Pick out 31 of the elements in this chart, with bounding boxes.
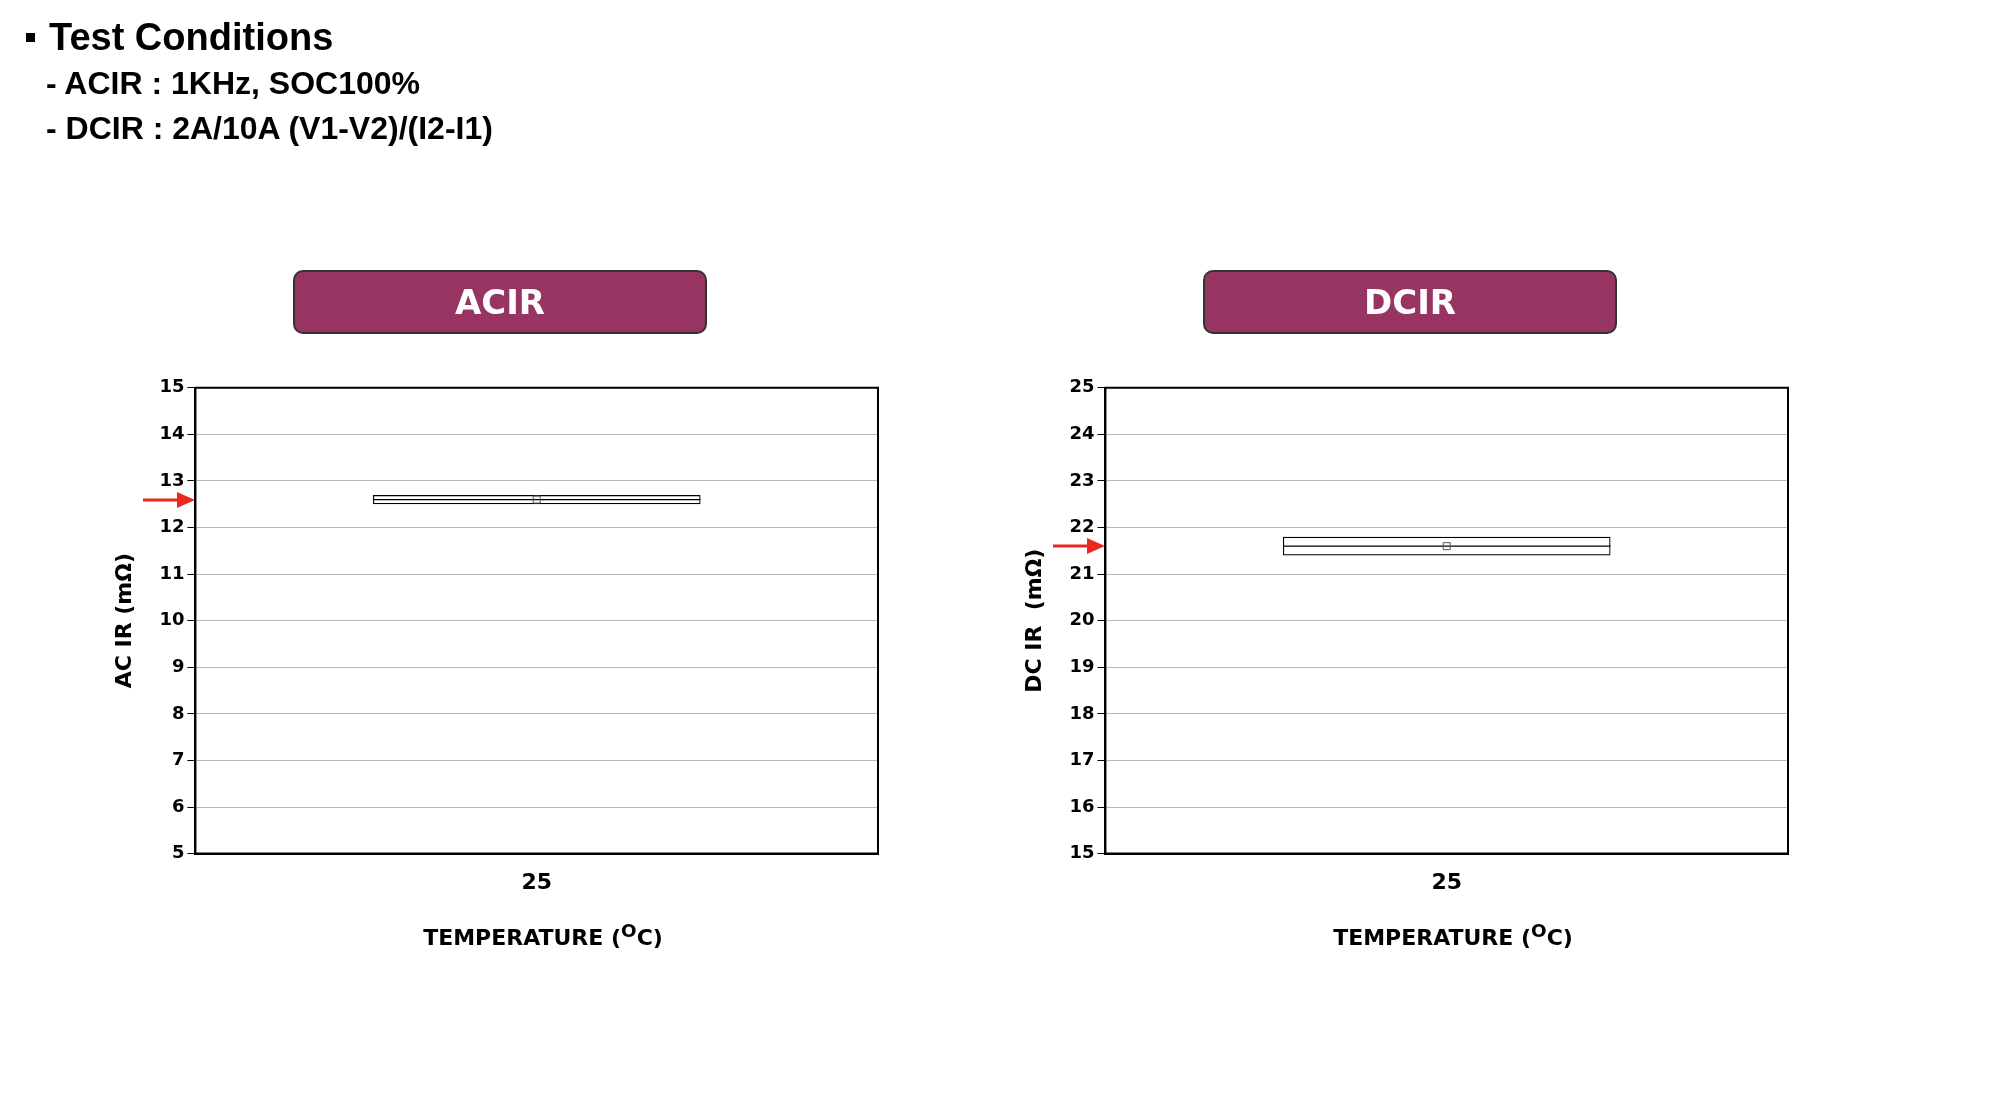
y-tick-label: 8: [171, 701, 185, 723]
y-tick-label: 19: [1069, 654, 1095, 676]
y-tick-label: 10: [159, 608, 185, 630]
y-tick-label: 7: [171, 748, 185, 770]
x-axis-title: TEMPERATURE ($^{O}$C): [422, 920, 664, 951]
y-tick-label: 17: [1069, 748, 1095, 770]
y-tick-label: 23: [1069, 468, 1095, 490]
chart-title: ACIR: [293, 270, 707, 334]
y-tick-label: 20: [1069, 608, 1095, 630]
y-tick-label: 16: [1069, 794, 1095, 816]
y-tick-label: 15: [159, 375, 185, 397]
y-tick-label: 22: [1069, 515, 1095, 537]
y-tick-label: 13: [159, 468, 185, 490]
y-tick-label: 21: [1069, 561, 1095, 583]
x-axis-title: TEMPERATURE ($^{O}$C): [1332, 920, 1574, 951]
text: - DCIR : 2A/10A (V1-V2)/(I2-I1): [46, 110, 493, 147]
y-tick-label: 24: [1069, 422, 1095, 444]
y-tick-label: 9: [171, 654, 185, 676]
y-tick-label: 11: [159, 561, 185, 583]
chart-title: DCIR: [1203, 270, 1617, 334]
text: Test Conditions: [49, 16, 334, 59]
y-tick-label: 18: [1069, 701, 1095, 723]
y-tick-label: 25: [1069, 375, 1095, 397]
y-tick-label: 5: [171, 841, 185, 863]
y-tick-label: 15: [1069, 841, 1095, 863]
y-axis-title: AC IR (mΩ): [110, 553, 136, 689]
text: - ACIR : 1KHz, SOC100%: [46, 65, 420, 102]
y-tick-label: 6: [171, 794, 185, 816]
y-axis-title: DC IR (mΩ): [1020, 548, 1046, 693]
y-tick-label: 14: [159, 422, 185, 444]
y-tick-label: 12: [159, 515, 185, 537]
